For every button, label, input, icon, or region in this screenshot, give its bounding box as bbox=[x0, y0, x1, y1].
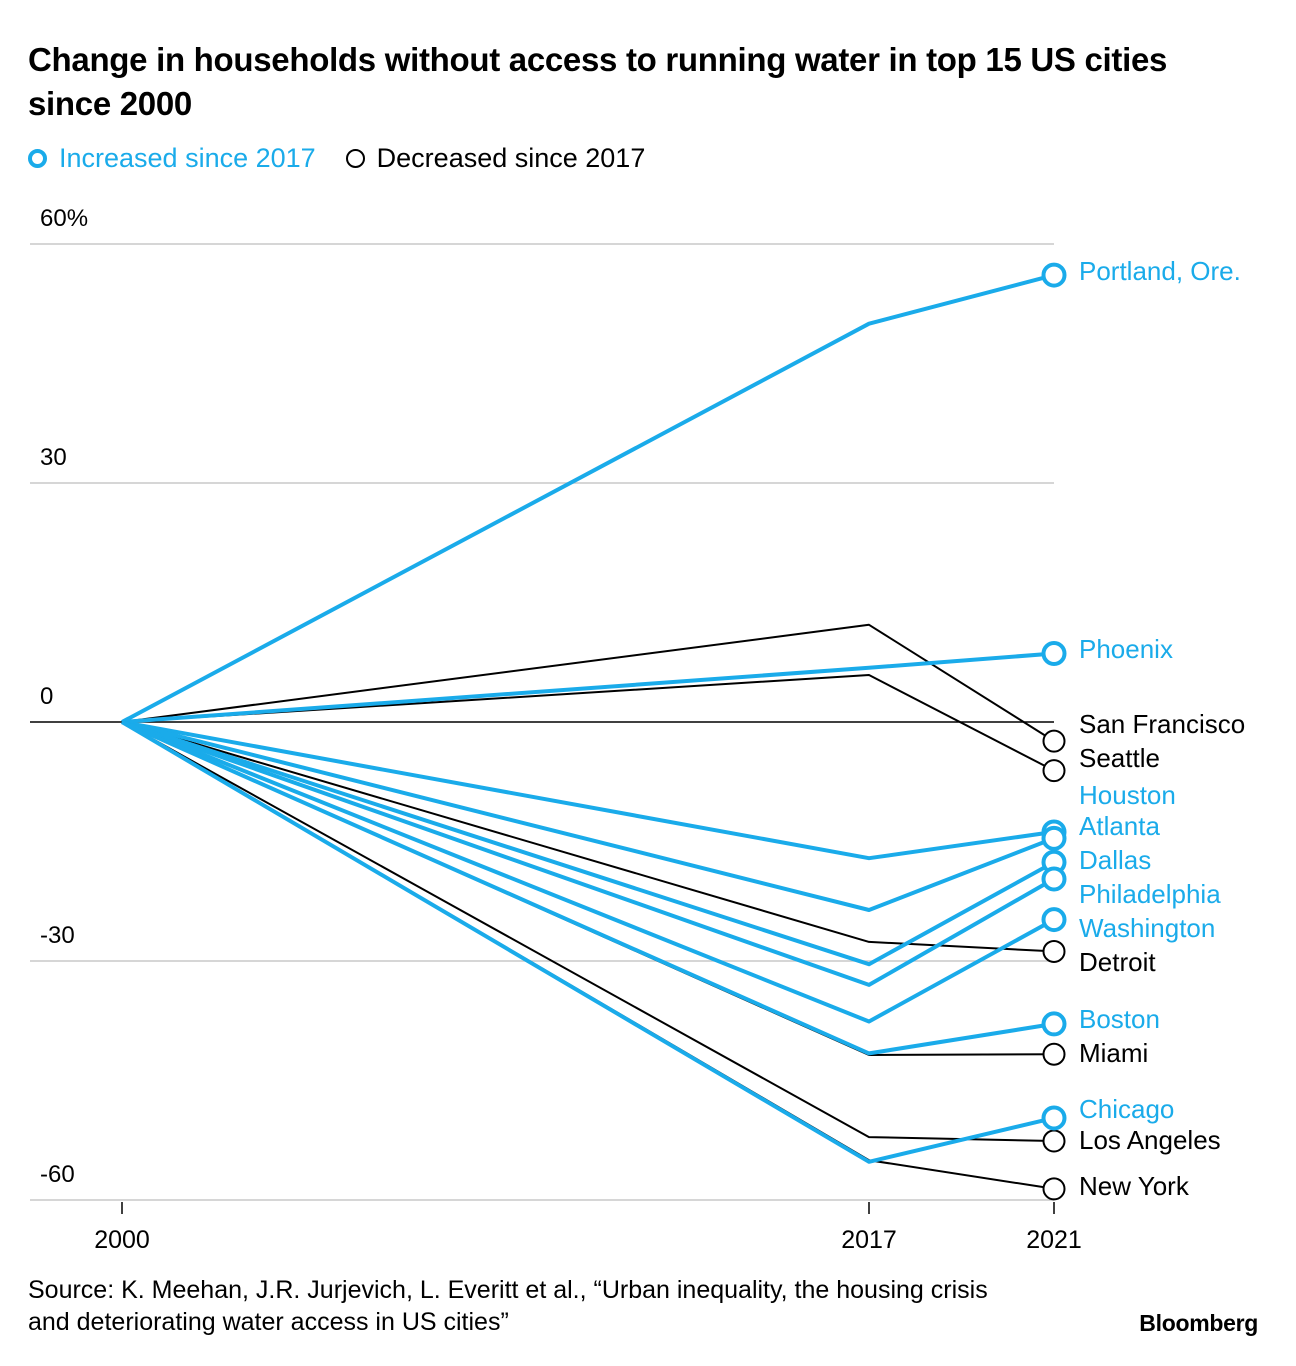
series-line-san-francisco bbox=[121, 623, 1055, 742]
y-tick-label: 0 bbox=[40, 683, 53, 710]
series-label-new-york: New York bbox=[1079, 1171, 1190, 1201]
series-label-miami: Miami bbox=[1079, 1038, 1148, 1068]
end-marker-atlanta bbox=[1041, 825, 1067, 851]
series-line-phoenix bbox=[121, 651, 1055, 724]
series-label-washington: Washington bbox=[1079, 913, 1215, 943]
end-marker-washington bbox=[1041, 907, 1067, 933]
end-marker-detroit bbox=[1042, 939, 1066, 963]
x-tick-label: 2021 bbox=[1026, 1226, 1082, 1254]
increased-circle-icon bbox=[28, 148, 47, 168]
series-line-philadelphia bbox=[121, 720, 1055, 987]
series-label-san-francisco: San Francisco bbox=[1079, 709, 1245, 739]
series-line-los-angeles bbox=[121, 721, 1055, 1142]
y-tick-label: 30 bbox=[40, 444, 67, 471]
series-label-chicago: Chicago bbox=[1079, 1094, 1174, 1124]
end-marker-san-francisco bbox=[1042, 729, 1066, 753]
series-line-atlanta bbox=[121, 720, 1055, 912]
end-marker-boston bbox=[1041, 1011, 1067, 1037]
end-marker-miami bbox=[1042, 1042, 1066, 1066]
series-label-seattle: Seattle bbox=[1079, 743, 1160, 773]
end-marker-chicago bbox=[1041, 1105, 1067, 1131]
series-line-seattle bbox=[121, 674, 1055, 772]
end-marker-seattle bbox=[1042, 759, 1066, 783]
source-note: Source: K. Meehan, J.R. Jurjevich, L. Ev… bbox=[28, 1276, 988, 1336]
series-label-portland-ore: Portland, Ore. bbox=[1079, 256, 1241, 286]
series-label-los-angeles: Los Angeles bbox=[1079, 1125, 1221, 1155]
series-line-washington bbox=[121, 720, 1055, 1024]
y-tick-label: -30 bbox=[40, 922, 75, 949]
series-label-philadelphia: Philadelphia bbox=[1079, 879, 1221, 909]
x-tick-label: 2017 bbox=[841, 1226, 897, 1254]
legend-item-increased: Increased since 2017 bbox=[28, 143, 316, 174]
end-marker-phoenix bbox=[1041, 640, 1067, 666]
y-tick-label: -60 bbox=[40, 1161, 75, 1188]
series-label-phoenix: Phoenix bbox=[1079, 634, 1173, 664]
series-label-detroit: Detroit bbox=[1079, 947, 1156, 977]
end-marker-new-york bbox=[1042, 1177, 1066, 1201]
series-line-chicago bbox=[120, 720, 1055, 1164]
bloomberg-logo: Bloomberg bbox=[1139, 1310, 1258, 1336]
end-marker-portland-ore bbox=[1041, 262, 1067, 288]
x-tick-label: 2000 bbox=[94, 1226, 150, 1254]
chart-title: Change in households without access to r… bbox=[28, 41, 1168, 122]
series-line-dallas bbox=[121, 720, 1055, 967]
legend-item-decreased: Decreased since 2017 bbox=[345, 142, 646, 174]
series-label-dallas: Dallas bbox=[1079, 845, 1151, 875]
series-line-houston bbox=[121, 720, 1055, 861]
series-line-portland-ore bbox=[121, 273, 1055, 724]
legend-label-decreased: Decreased since 2017 bbox=[376, 142, 646, 173]
series-line-detroit bbox=[121, 721, 1055, 953]
series-line-boston bbox=[121, 720, 1055, 1056]
decreased-circle-icon bbox=[345, 148, 365, 168]
y-tick-label: 60% bbox=[40, 205, 88, 232]
end-marker-philadelphia bbox=[1041, 866, 1067, 892]
series-line-new-york bbox=[121, 721, 1055, 1190]
end-marker-los-angeles bbox=[1042, 1129, 1066, 1153]
series-label-houston: Houston bbox=[1079, 780, 1176, 810]
series-label-boston: Boston bbox=[1079, 1004, 1160, 1034]
legend-label-increased: Increased since 2017 bbox=[59, 142, 316, 173]
series-label-atlanta: Atlanta bbox=[1079, 811, 1160, 841]
legend: Increased since 2017 Decreased since 201… bbox=[28, 138, 675, 178]
